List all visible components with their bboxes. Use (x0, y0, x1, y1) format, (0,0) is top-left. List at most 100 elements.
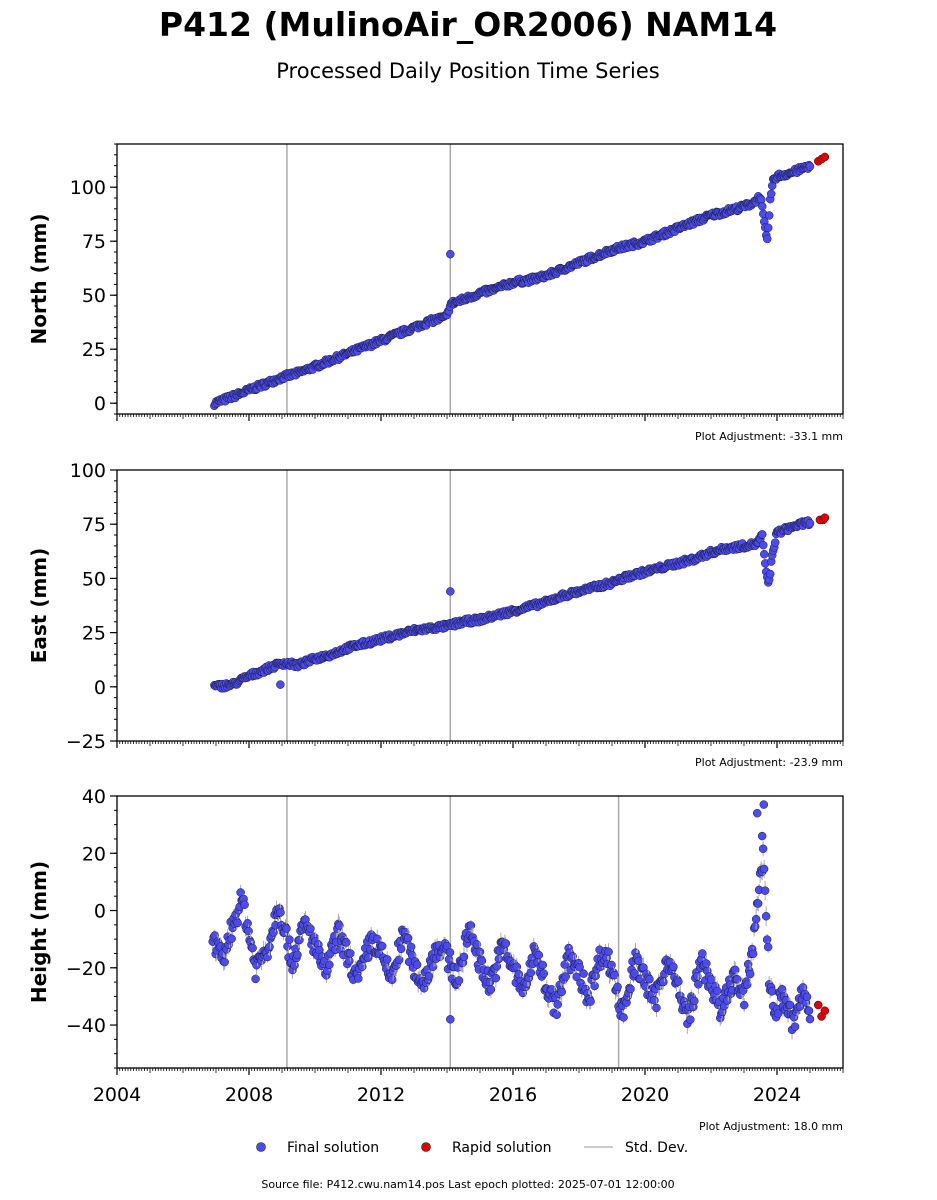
height-final-point (248, 943, 257, 953)
height-final-point (382, 955, 392, 964)
east-final-point (758, 530, 767, 539)
height-final-point (763, 942, 773, 952)
north-final-point (764, 211, 774, 220)
height-final-point (477, 956, 487, 966)
east-y-tick-label: 75 (82, 514, 106, 536)
east-axes-frame (116, 469, 844, 742)
height-final-point (244, 926, 253, 936)
height-final-point (758, 844, 768, 854)
height-final-point (732, 975, 742, 984)
chart-subtitle: Processed Daily Position Time Series (276, 59, 660, 83)
north-final-point (766, 189, 776, 199)
height-final-point (730, 965, 740, 975)
east-y-tick-label: 100 (70, 460, 106, 482)
height-final-point (358, 962, 367, 971)
east-final-point (805, 519, 815, 528)
north-y-axis-label: North (mm) (27, 213, 51, 344)
height-final-point (494, 954, 504, 964)
height-final-point (713, 986, 722, 996)
height-final-point (761, 911, 771, 921)
height-x-tick-label: 2004 (93, 1084, 141, 1106)
height-final-point (552, 1010, 561, 1019)
height-final-point (659, 977, 668, 987)
height-final-point (290, 961, 299, 970)
height-final-point (342, 938, 351, 947)
height-final-point (805, 1014, 815, 1024)
height-final-point (475, 947, 485, 957)
north-y-tick-label: 100 (70, 177, 106, 199)
legend: Final solution Rapid solution Std. Dev. (256, 1140, 688, 1156)
height-y-tick-label: −40 (66, 1015, 106, 1037)
north-rapid-point (820, 152, 830, 162)
height-rapid-point (820, 1006, 830, 1015)
height-final-point (354, 974, 363, 983)
height-final-point (227, 934, 236, 943)
height-final-point (652, 1003, 661, 1013)
height-final-point (492, 962, 502, 971)
height-final-point (686, 1015, 695, 1024)
height-final-point (486, 985, 496, 994)
height-final-point (377, 941, 387, 951)
height-final-point (750, 922, 760, 931)
legend-final-label: Final solution (287, 1140, 379, 1156)
north-final-point (762, 234, 772, 244)
height-final-point (557, 987, 566, 997)
height-final-point (777, 984, 787, 994)
height-final-point (251, 974, 260, 984)
height-plot-adjustment: Plot Adjustment: 18.0 mm (699, 1120, 843, 1133)
east-y-axis-label: East (mm) (27, 548, 51, 664)
height-y-tick-label: 0 (94, 901, 106, 923)
east-y-tick-label: 0 (94, 677, 106, 699)
height-final-point (459, 952, 469, 962)
height-final-point (753, 899, 763, 908)
height-final-point (694, 980, 703, 989)
east-rapid-point (820, 513, 830, 522)
height-final-point (619, 1013, 628, 1022)
height-final-point (722, 996, 732, 1005)
chart-title: P412 (MulinoAir_OR2006) NAM14 (159, 5, 777, 44)
height-final-point (553, 1000, 562, 1009)
north-plot-adjustment: Plot Adjustment: -33.1 mm (695, 430, 843, 443)
height-final-point (760, 886, 770, 895)
height-outlier-point (752, 808, 762, 818)
north-axes-frame (116, 143, 844, 415)
height-final-point (396, 944, 406, 954)
height-final-point (387, 975, 397, 985)
height-final-point (645, 974, 654, 984)
height-final-point (346, 949, 355, 958)
height-final-point (293, 950, 302, 960)
height-x-tick-label: 2012 (357, 1084, 405, 1106)
height-outlier-point (446, 1015, 455, 1024)
east-final-points (210, 516, 815, 693)
height-final-point (424, 971, 434, 981)
north-panel: 0 25 50 75 100 North (mm) (27, 143, 844, 421)
height-final-point (790, 1022, 800, 1031)
north-y-tick-label: 50 (82, 285, 106, 307)
height-x-tick-label: 2020 (621, 1084, 669, 1106)
east-y-tick-label: −25 (66, 731, 106, 753)
north-final-points (210, 160, 815, 411)
height-final-point (466, 921, 476, 930)
east-final-point (760, 549, 769, 559)
height-final-point (243, 919, 252, 928)
height-final-point (454, 976, 464, 985)
height-final-point (604, 947, 613, 957)
height-final-point (265, 942, 274, 951)
east-outlier-point (276, 680, 285, 689)
height-final-point (240, 900, 249, 909)
height-final-point (306, 924, 315, 933)
height-y-tick-label: −20 (66, 958, 106, 980)
height-final-point (561, 972, 570, 981)
height-final-point (674, 977, 683, 986)
height-final-point (804, 1006, 814, 1016)
height-final-point (762, 935, 772, 944)
height-final-point (220, 957, 229, 967)
height-final-point (739, 1000, 749, 1010)
height-final-point (406, 942, 416, 952)
height-final-point (745, 969, 755, 979)
height-final-point (613, 982, 622, 992)
height-y-tick-label: 40 (82, 786, 106, 808)
height-final-point (538, 960, 548, 970)
height-final-point (491, 973, 501, 983)
